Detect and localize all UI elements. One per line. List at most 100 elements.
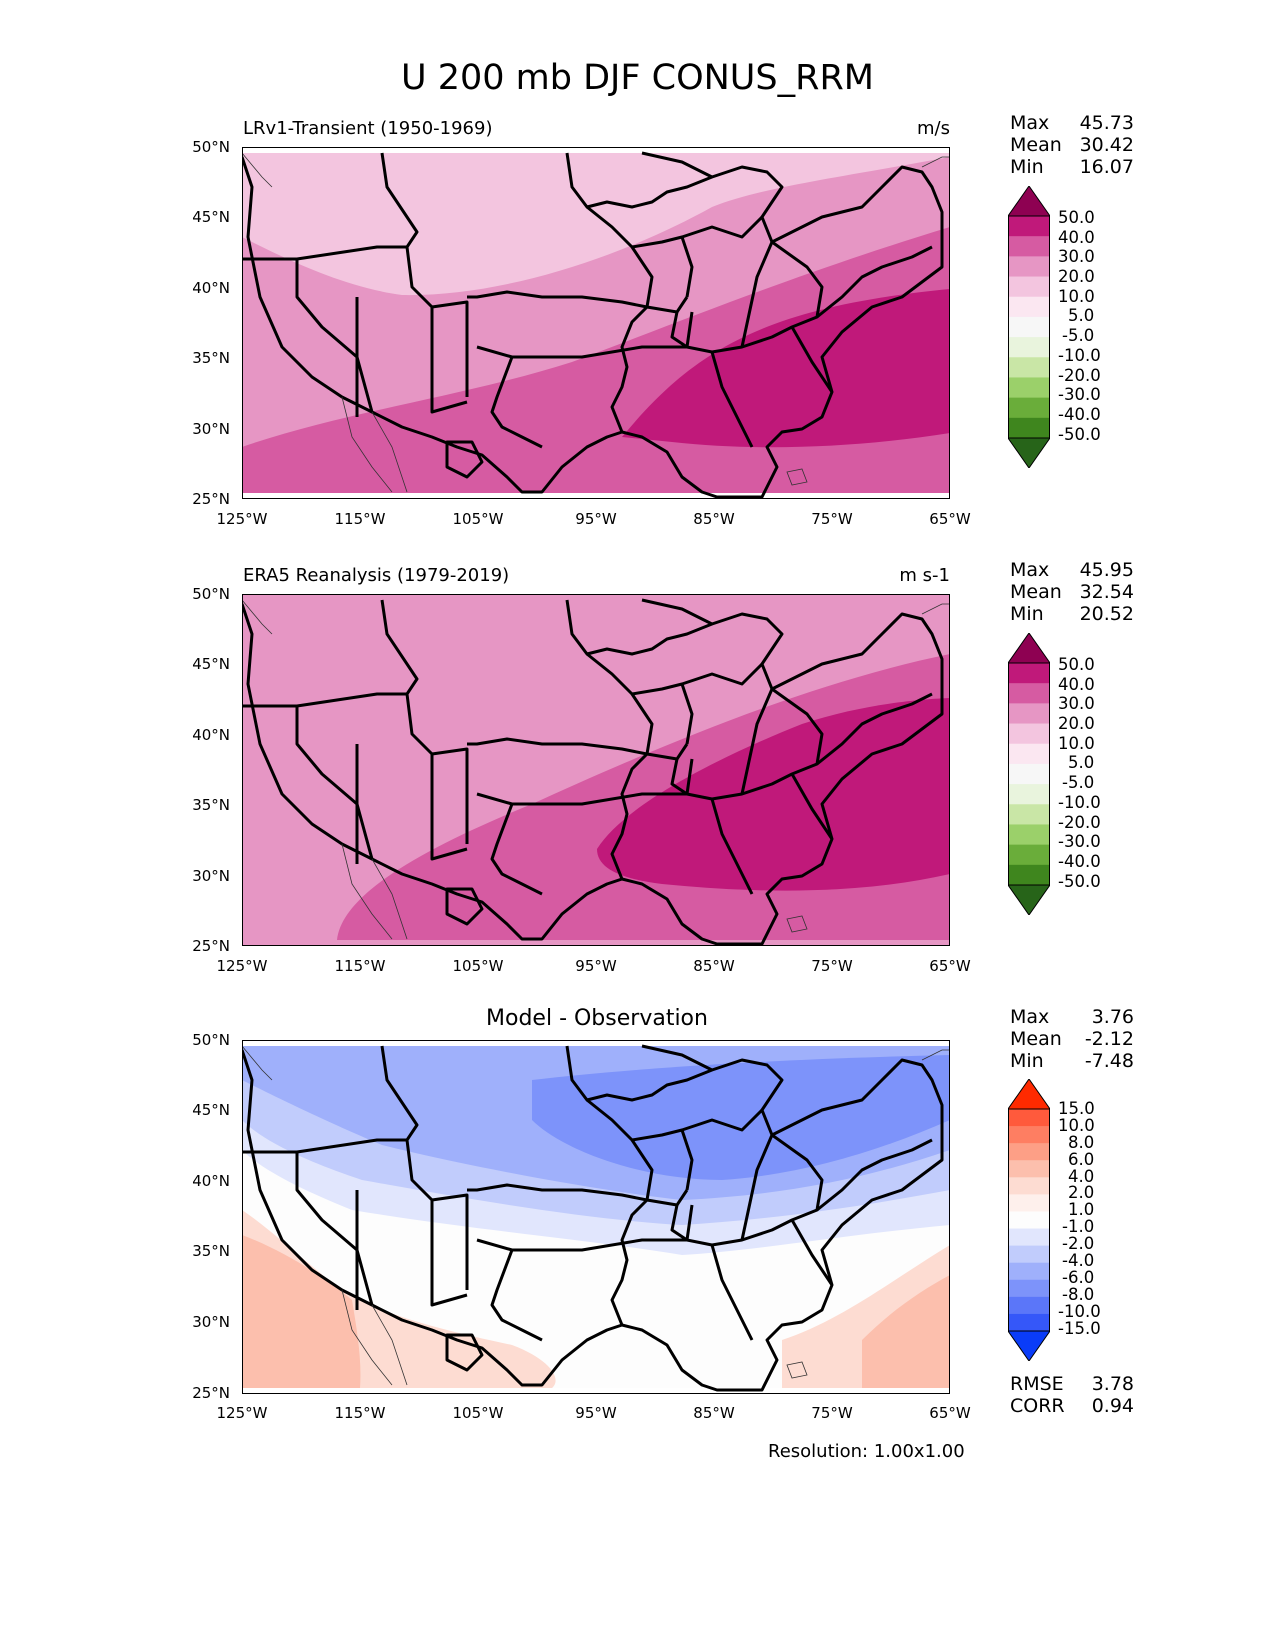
colorbar-extend-top	[1007, 632, 1051, 664]
p1-lat-label: 45°N	[192, 208, 230, 226]
p3-lon-label: 105°W	[452, 1404, 504, 1422]
p3-lon-label: 75°W	[811, 1404, 853, 1422]
stat-value: 30.42	[1079, 134, 1134, 156]
colorbar-swatch	[1008, 663, 1050, 684]
colorbar-label: -40.0	[1058, 851, 1101, 871]
p3-lon-label: 85°W	[693, 1404, 735, 1422]
colorbar-label: 50.0	[1058, 655, 1095, 674]
panel-3-title: Model - Observation	[486, 1006, 708, 1031]
colorbar-swatch	[1008, 337, 1050, 358]
p3-lon-label: 125°W	[216, 1404, 268, 1422]
colorbar-label: 15.0	[1058, 1099, 1095, 1118]
panel-3-borders	[242, 1044, 950, 1392]
colorbar-swatch	[1008, 804, 1050, 825]
colorbar-swatch	[1008, 743, 1050, 765]
stat-label: Min	[1010, 603, 1044, 625]
colorbar-label: -2.0	[1062, 1234, 1095, 1254]
colorbar-swatch	[1008, 1211, 1050, 1230]
colorbar-label: -10.0	[1058, 1301, 1101, 1321]
panel-3-extra-stats: RMSE 3.78 CORR 0.94	[1010, 1373, 1134, 1417]
colorbar-swatch	[1008, 1109, 1050, 1127]
stat-value: -2.12	[1084, 1028, 1134, 1050]
p2-lon-label: 125°W	[216, 957, 268, 975]
colorbar-label: 30.0	[1058, 694, 1095, 714]
stat-label: Mean	[1010, 134, 1062, 156]
p3-lon-label: 95°W	[575, 1404, 617, 1422]
colorbar-label: -10.0	[1058, 792, 1101, 812]
p3-lat-label: 50°N	[192, 1031, 230, 1049]
colorbar-extend-bottom	[1007, 437, 1051, 469]
p1-lon-label: 105°W	[452, 510, 504, 528]
colorbar-swatch	[1008, 1194, 1050, 1212]
colorbar-label: -30.0	[1058, 385, 1101, 405]
p1-lon-label: 85°W	[693, 510, 735, 528]
colorbar-label: -30.0	[1058, 832, 1101, 852]
panel-1-colorbar	[1007, 185, 1051, 469]
colorbar-label: 20.0	[1058, 714, 1095, 734]
stat-label: RMSE	[1010, 1373, 1064, 1395]
colorbar-swatch	[1008, 1160, 1050, 1178]
colorbar-outline	[1008, 1108, 1050, 1332]
colorbar-label: -50.0	[1058, 424, 1101, 444]
panel-2-stats: Max 45.95 Mean 32.54 Min 20.52	[1010, 559, 1134, 625]
panel-2-borders	[242, 598, 950, 946]
stat-label: Min	[1010, 156, 1044, 178]
colorbar-label: -15.0	[1058, 1318, 1101, 1338]
p1-lat-label: 30°N	[192, 420, 230, 438]
colorbar-swatch	[1008, 683, 1050, 704]
p2-lat-label: 30°N	[192, 867, 230, 885]
colorbar-field	[1007, 632, 1051, 916]
p3-lat-label: 30°N	[192, 1313, 230, 1331]
colorbar-label: 50.0	[1058, 208, 1095, 227]
colorbar-label: 6.0	[1068, 1149, 1095, 1169]
colorbar-label: -20.0	[1058, 812, 1101, 832]
colorbar-swatch	[1008, 236, 1050, 257]
panel-1-title: LRv1-Transient (1950-1969)	[243, 118, 493, 139]
colorbar-swatch	[1008, 784, 1050, 805]
colorbar-field	[1007, 185, 1051, 469]
colorbar-diff	[1007, 1078, 1051, 1362]
p2-lat-label: 25°N	[192, 937, 230, 955]
stat-value: 45.73	[1079, 112, 1134, 134]
p3-lat-label: 40°N	[192, 1172, 230, 1190]
colorbar-swatch	[1008, 1228, 1050, 1247]
colorbar-swatch	[1008, 296, 1050, 318]
colorbar-extend-top	[1007, 1078, 1051, 1110]
panel-1-borders	[242, 151, 950, 499]
colorbar-label: -1.0	[1062, 1217, 1095, 1237]
stat-label: CORR	[1010, 1395, 1065, 1417]
stat-value: 0.94	[1091, 1395, 1134, 1417]
p2-lon-label: 85°W	[693, 957, 735, 975]
stat-label: Max	[1010, 112, 1050, 134]
colorbar-swatch	[1008, 1313, 1050, 1332]
p3-lat-label: 45°N	[192, 1101, 230, 1119]
panel-3-map	[242, 1040, 950, 1394]
colorbar-swatch	[1008, 417, 1050, 439]
p1-lat-label: 25°N	[192, 490, 230, 508]
p1-lon-label: 75°W	[811, 510, 853, 528]
colorbar-label: -10.0	[1058, 345, 1101, 365]
stat-value: 3.76	[1091, 1006, 1134, 1028]
panel-3-colorbar-labels: 15.0 10.0 8.0 6.0 4.0 2.0 1.0 -1.0 -2.0 …	[1058, 1099, 1101, 1338]
figure-title: U 200 mb DJF CONUS_RRM	[401, 58, 874, 98]
p2-lat-label: 40°N	[192, 726, 230, 744]
p2-lat-label: 50°N	[192, 585, 230, 603]
panel-2-map	[242, 594, 950, 946]
colorbar-label: 40.0	[1058, 674, 1095, 694]
panel-2-units: m s-1	[899, 565, 950, 586]
colorbar-label: 10.0	[1058, 286, 1095, 306]
p3-lon-label: 115°W	[334, 1404, 386, 1422]
resolution-note: Resolution: 1.00x1.00	[768, 1441, 965, 1462]
colorbar-swatch	[1008, 1126, 1050, 1144]
colorbar-swatch	[1008, 864, 1050, 886]
panel-3-stats: Max 3.76 Mean -2.12 Min -7.48	[1010, 1006, 1134, 1072]
colorbar-label: 10.0	[1058, 1115, 1095, 1135]
p2-lon-label: 115°W	[334, 957, 386, 975]
colorbar-label: 30.0	[1058, 247, 1095, 267]
colorbar-outline	[1008, 662, 1050, 886]
colorbar-swatch	[1008, 357, 1050, 378]
colorbar-extend-bottom	[1007, 1330, 1051, 1362]
p1-lat-label: 35°N	[192, 349, 230, 367]
colorbar-label: 5.0	[1068, 306, 1095, 326]
colorbar-label: 2.0	[1068, 1183, 1095, 1203]
